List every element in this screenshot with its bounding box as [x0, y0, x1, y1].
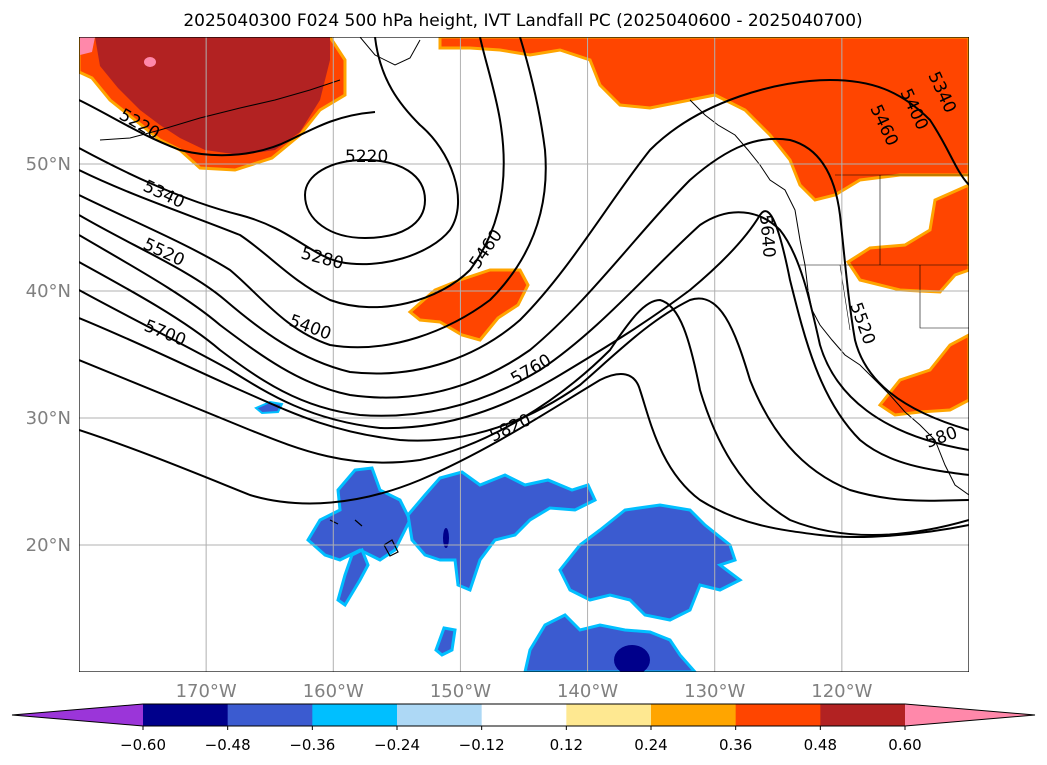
colorbar-segment: [312, 704, 398, 726]
contour-5220-closed: [303, 158, 427, 240]
longitude-tick-label: 140°W: [557, 681, 618, 702]
figure-title: 2025040300 F024 500 hPa height, IVT Land…: [183, 11, 862, 31]
longitude-tick-label: 170°W: [176, 681, 237, 702]
contour-5460: [79, 78, 969, 375]
colorbar-segment: [481, 704, 567, 726]
latitude-tick-label: 50°N: [26, 154, 71, 175]
colorbar-tick-label: −0.60: [120, 736, 166, 754]
colorbar-extend-low: [12, 704, 143, 726]
ivt-negative-region-small-2: [434, 626, 457, 657]
grid-lines: [79, 37, 969, 672]
coastline-alaska: [359, 37, 421, 66]
contour-5760: [79, 298, 969, 536]
ivt-negative-region-southeast: [558, 503, 743, 622]
longitude-tick-label: 150°W: [430, 681, 491, 702]
ivt-strong-negative-spot: [614, 645, 650, 672]
colorbar-tick-label: 0.60: [888, 736, 921, 754]
ivt-strong-region-northwest: [95, 37, 330, 155]
colorbar-segment: [735, 704, 821, 726]
colorbar: [11, 703, 1036, 730]
ivt-negative-region-south: [523, 613, 698, 672]
state-borders: [800, 174, 969, 331]
contour-5400: [79, 37, 547, 349]
height-contours: [79, 37, 969, 538]
contour-5700: [79, 297, 969, 502]
colorbar-tick-label: −0.24: [374, 736, 420, 754]
colorbar-segment: [397, 704, 483, 726]
coastline-aleutians: [99, 79, 341, 141]
colorbar-tick-label: −0.36: [289, 736, 335, 754]
contour-5280: [79, 37, 459, 266]
axis-labels: 20°N 30°N 40°N 50°N 170°W 160°W 150°W 140°W 130°…: [26, 154, 873, 702]
colorbar-segment: [566, 704, 652, 726]
ivt-peak-region: [80, 37, 95, 55]
latitude-tick-label: 20°N: [26, 535, 71, 556]
colorbar-extend-high: [905, 704, 1035, 726]
colorbar-tick-label: −0.48: [205, 736, 251, 754]
longitude-tick-label: 130°W: [684, 681, 745, 702]
map-panel: 5220 5220 5340 5280 5460 5520 5400 5700 …: [79, 37, 969, 672]
colorbar-tick-label: 0.24: [634, 736, 667, 754]
contour-5640: [79, 210, 969, 476]
contour-5520: [79, 137, 969, 431]
ivt-strong-negative-spot-2: [443, 528, 449, 548]
ivt-peak-spot: [144, 57, 156, 67]
colorbar-tick-label: 0.48: [804, 736, 837, 754]
contour-5580: [79, 211, 969, 451]
ivt-positive-shading: [79, 37, 969, 417]
ivt-positive-region-southern-california: [877, 333, 969, 417]
colorbar-segment: [227, 704, 313, 726]
colorbar-tick-labels: −0.60 −0.48 −0.36 −0.24 −0.12 0.12 0.24 0.36 0.4…: [120, 736, 922, 754]
colorbar-segment: [143, 704, 229, 726]
contour-label: 5220: [345, 147, 388, 167]
contour-label: 5640: [755, 214, 779, 259]
longitude-tick-label: 120°W: [811, 681, 872, 702]
contour-5220-north: [79, 99, 376, 157]
colorbar-segment: [820, 704, 906, 726]
hawaii-islands: [329, 519, 399, 557]
colorbar-tick-label: 0.12: [550, 736, 583, 754]
contour-5820: [79, 373, 969, 538]
contour-5340: [79, 37, 505, 309]
longitude-tick-label: 160°W: [303, 681, 364, 702]
colorbar-segment: [651, 704, 737, 726]
ivt-negative-region-small-1: [336, 547, 370, 608]
ivt-negative-region-hawaii-main: [406, 470, 597, 593]
latitude-tick-label: 30°N: [26, 408, 71, 429]
latitude-tick-label: 40°N: [26, 281, 71, 302]
colorbar-tick-label: 0.36: [719, 736, 752, 754]
ivt-positive-region-northeast: [438, 37, 969, 294]
colorbar-tick-label: −0.12: [459, 736, 505, 754]
